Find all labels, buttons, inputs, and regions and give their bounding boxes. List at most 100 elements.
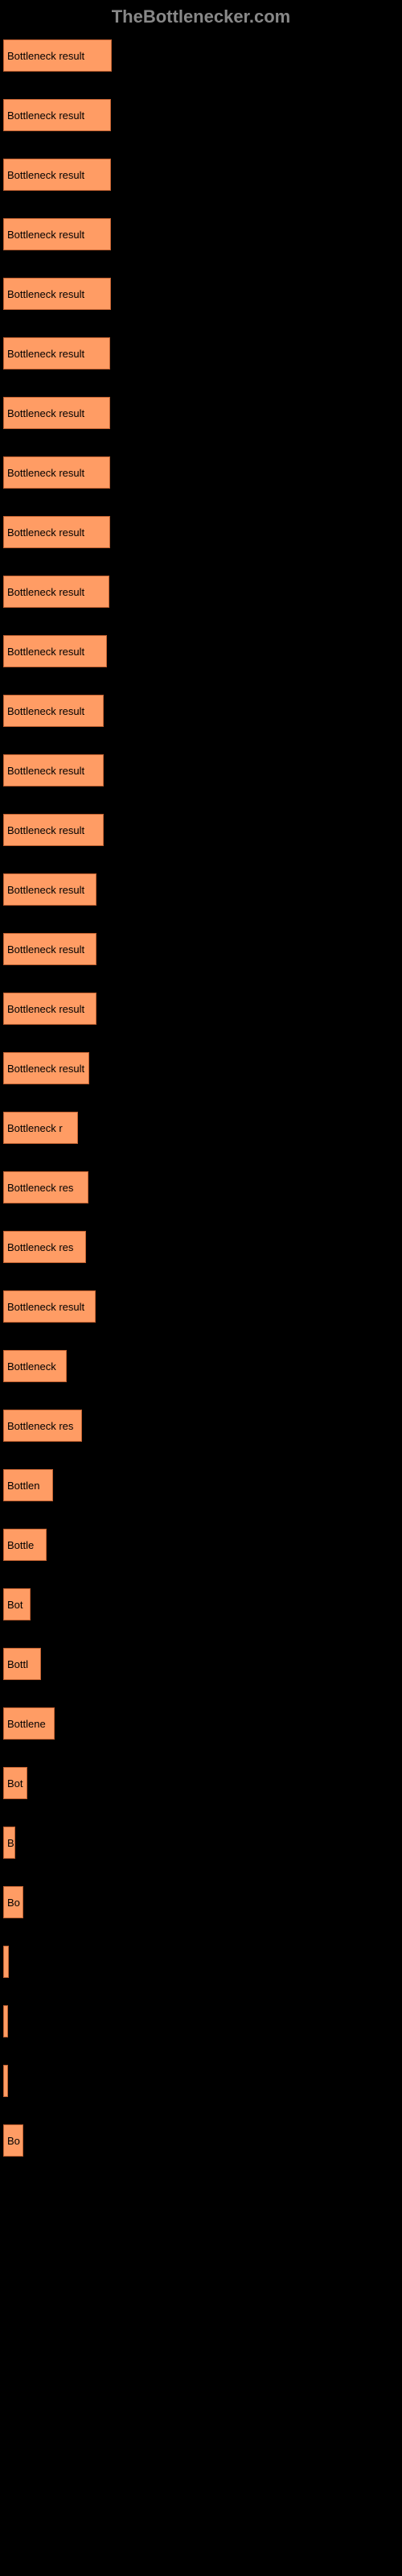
bar-label: Bottleneck result bbox=[7, 1003, 84, 1015]
bar-label: Bottleneck result bbox=[7, 229, 84, 241]
bar-row: Bottleneck result bbox=[3, 218, 399, 250]
bar[interactable] bbox=[3, 2065, 8, 2097]
bar[interactable]: Bottleneck result bbox=[3, 1052, 89, 1084]
bar-row: Bottleneck result bbox=[3, 635, 399, 667]
bar-label: Bottleneck result bbox=[7, 169, 84, 181]
bar[interactable]: Bot bbox=[3, 1588, 31, 1620]
bar-row: Bo bbox=[3, 1886, 399, 1918]
bar-row bbox=[3, 1946, 399, 1978]
bar-row: B bbox=[3, 1827, 399, 1859]
bar-label: Bottlene bbox=[7, 1718, 46, 1730]
bar[interactable]: Bottleneck res bbox=[3, 1410, 82, 1442]
bar-row: Bottleneck result bbox=[3, 278, 399, 310]
bar[interactable]: Bottleneck result bbox=[3, 933, 96, 965]
bar-label: Bottleneck bbox=[7, 1360, 56, 1373]
bar[interactable]: B bbox=[3, 1827, 15, 1859]
bar[interactable]: Bottleneck result bbox=[3, 278, 111, 310]
bar-row bbox=[3, 2065, 399, 2097]
bar[interactable]: Bottleneck result bbox=[3, 159, 111, 191]
bar-row: Bottleneck bbox=[3, 1350, 399, 1382]
bar-row: Bo bbox=[3, 2124, 399, 2157]
bar[interactable]: Bottleneck result bbox=[3, 39, 112, 72]
bar[interactable]: Bottleneck result bbox=[3, 635, 107, 667]
bar-row: Bottleneck res bbox=[3, 1410, 399, 1442]
bar[interactable]: Bottlen bbox=[3, 1469, 53, 1501]
bar-row: Bottleneck result bbox=[3, 39, 399, 72]
bar[interactable]: Bottle bbox=[3, 1529, 47, 1561]
bar-label: Bottleneck result bbox=[7, 50, 84, 62]
bar-row: Bottleneck result bbox=[3, 397, 399, 429]
bar[interactable]: Bottlene bbox=[3, 1707, 55, 1740]
bar[interactable]: Bottleneck result bbox=[3, 218, 111, 250]
bar-label: Bottleneck result bbox=[7, 705, 84, 717]
bar[interactable] bbox=[3, 1946, 9, 1978]
bar[interactable]: Bottleneck result bbox=[3, 993, 96, 1025]
bar-row: Bottleneck result bbox=[3, 159, 399, 191]
bar-row: Bottleneck res bbox=[3, 1231, 399, 1263]
bar-label: Bottleneck result bbox=[7, 943, 84, 956]
bar-row: Bottleneck result bbox=[3, 99, 399, 131]
bar-row: Bottleneck result bbox=[3, 1290, 399, 1323]
bar-row: Bottlene bbox=[3, 1707, 399, 1740]
bar-label: Bot bbox=[7, 1777, 23, 1790]
bar-row: Bottl bbox=[3, 1648, 399, 1680]
bar-label: Bottleneck result bbox=[7, 407, 84, 419]
bar-label: Bot bbox=[7, 1599, 23, 1611]
bar[interactable]: Bottleneck result bbox=[3, 576, 109, 608]
bar-label: Bottle bbox=[7, 1539, 34, 1551]
bar[interactable]: Bot bbox=[3, 1767, 27, 1799]
bar-label: Bottl bbox=[7, 1658, 28, 1670]
bar-label: Bottleneck result bbox=[7, 109, 84, 122]
bar-row: Bottleneck result bbox=[3, 873, 399, 906]
bar-label: Bottleneck result bbox=[7, 1301, 84, 1313]
bar-label: Bo bbox=[7, 2135, 20, 2147]
bar-row: Bottlen bbox=[3, 1469, 399, 1501]
bar[interactable]: Bo bbox=[3, 2124, 23, 2157]
bar[interactable]: Bottleneck result bbox=[3, 99, 111, 131]
bar[interactable] bbox=[3, 2005, 8, 2037]
bar-label: Bottleneck res bbox=[7, 1182, 73, 1194]
bar-label: Bottleneck result bbox=[7, 1063, 84, 1075]
bar[interactable]: Bottleneck result bbox=[3, 516, 110, 548]
bar-label: Bottleneck result bbox=[7, 467, 84, 479]
bar-row: Bottleneck result bbox=[3, 516, 399, 548]
bar-label: Bottleneck result bbox=[7, 586, 84, 598]
bar[interactable]: Bottleneck result bbox=[3, 814, 104, 846]
bar-label: Bottleneck result bbox=[7, 348, 84, 360]
bar[interactable]: Bottleneck result bbox=[3, 337, 110, 369]
bar-label: Bottleneck r bbox=[7, 1122, 63, 1134]
bar-label: Bottleneck res bbox=[7, 1241, 73, 1253]
bar-label: Bottleneck res bbox=[7, 1420, 73, 1432]
bar[interactable]: Bottleneck res bbox=[3, 1231, 86, 1263]
bar-row: Bottleneck result bbox=[3, 933, 399, 965]
bar[interactable]: Bottleneck bbox=[3, 1350, 67, 1382]
bar[interactable]: Bottl bbox=[3, 1648, 41, 1680]
bar-label: Bottleneck result bbox=[7, 526, 84, 539]
bar-label: Bottleneck result bbox=[7, 765, 84, 777]
bar-label: Bottleneck result bbox=[7, 824, 84, 836]
bar-row: Bottleneck result bbox=[3, 576, 399, 608]
bar-label: Bottleneck result bbox=[7, 884, 84, 896]
bar[interactable]: Bottleneck result bbox=[3, 873, 96, 906]
bar[interactable]: Bottleneck result bbox=[3, 1290, 96, 1323]
bar-label: Bottleneck result bbox=[7, 288, 84, 300]
bar[interactable]: Bo bbox=[3, 1886, 23, 1918]
bar-chart: Bottleneck result Bottleneck result Bottle… bbox=[0, 39, 402, 2157]
bar[interactable]: Bottleneck result bbox=[3, 456, 110, 489]
bar-row: Bottleneck result bbox=[3, 337, 399, 369]
bar-label: Bottleneck result bbox=[7, 646, 84, 658]
bar-row: Bottleneck result bbox=[3, 754, 399, 786]
bar-label: Bo bbox=[7, 1897, 20, 1909]
bar[interactable]: Bottleneck result bbox=[3, 397, 110, 429]
bar[interactable]: Bottleneck r bbox=[3, 1112, 78, 1144]
bar-row bbox=[3, 2005, 399, 2037]
site-logo: TheBottlenecker.com bbox=[0, 0, 402, 39]
bar[interactable]: Bottleneck res bbox=[3, 1171, 88, 1203]
bar-row: Bot bbox=[3, 1588, 399, 1620]
bar-row: Bottleneck result bbox=[3, 456, 399, 489]
bar-row: Bottleneck res bbox=[3, 1171, 399, 1203]
bar-row: Bottleneck result bbox=[3, 814, 399, 846]
bar[interactable]: Bottleneck result bbox=[3, 754, 104, 786]
bar-row: Bottleneck result bbox=[3, 1052, 399, 1084]
bar[interactable]: Bottleneck result bbox=[3, 695, 104, 727]
